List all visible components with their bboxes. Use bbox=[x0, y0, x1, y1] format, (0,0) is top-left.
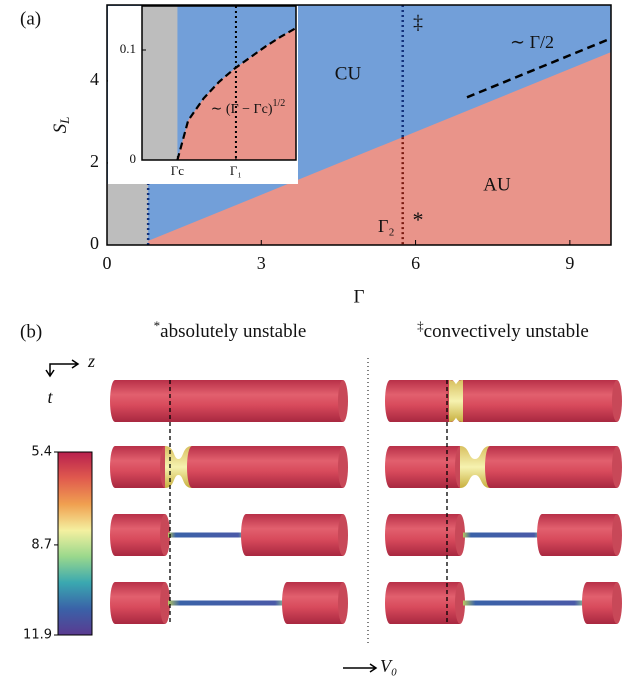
cylinder-cap bbox=[385, 582, 395, 624]
neck bbox=[165, 446, 192, 488]
region-label: CU bbox=[335, 63, 362, 84]
cylinder-cap bbox=[338, 582, 348, 624]
colorbar bbox=[57, 451, 93, 636]
axes-arrows bbox=[45, 359, 80, 378]
gamma2-label: Γ₂ bbox=[378, 216, 395, 236]
cylinder-cap bbox=[485, 446, 495, 488]
cylinder-cap bbox=[282, 582, 292, 624]
column-title: *absolutely unstable bbox=[154, 318, 307, 342]
cylinder bbox=[115, 380, 343, 422]
thread bbox=[168, 532, 246, 538]
thread bbox=[168, 600, 287, 606]
cylinder-cap bbox=[187, 446, 197, 488]
column-title-marker: ‡ bbox=[417, 318, 424, 333]
cylinder-cap bbox=[338, 380, 348, 422]
cylinder-cap bbox=[338, 514, 348, 556]
cylinder-cap bbox=[110, 380, 120, 422]
x-tick-label: 9 bbox=[565, 253, 574, 273]
cylinder bbox=[390, 582, 460, 624]
cylinder bbox=[460, 380, 617, 422]
cylinder-cap bbox=[110, 446, 120, 488]
inset-absolute bbox=[177, 28, 296, 160]
frame bbox=[106, 4, 612, 246]
cylinder-cap bbox=[612, 380, 622, 422]
column-title-marker: * bbox=[154, 318, 161, 333]
asymptote-label: ∼ Γ/2 bbox=[510, 32, 554, 52]
inset-y-tick-label: 0 bbox=[130, 151, 137, 166]
cylinder bbox=[246, 514, 343, 556]
cylinder bbox=[115, 582, 165, 624]
absolute-region bbox=[148, 52, 611, 245]
marker: ‡ bbox=[413, 12, 423, 34]
absolute-region-foot bbox=[148, 240, 155, 245]
neck bbox=[460, 446, 490, 488]
cylinder-cap bbox=[537, 514, 547, 556]
axis-t: t bbox=[47, 387, 53, 407]
cylinder-cap bbox=[160, 514, 170, 556]
cylinder-cap bbox=[582, 582, 592, 624]
y-axis-label: SL bbox=[50, 117, 72, 134]
marker: * bbox=[413, 207, 424, 232]
y-axis-label-main: S bbox=[50, 123, 71, 133]
cylinder bbox=[390, 380, 452, 422]
cylinder-cap bbox=[110, 582, 120, 624]
column-title-text: convectively unstable bbox=[424, 321, 589, 342]
cylinder-cap bbox=[110, 514, 120, 556]
axis-v: V₀ bbox=[380, 656, 397, 676]
cylinder bbox=[390, 514, 460, 556]
inset-curve bbox=[176, 27, 297, 161]
inset-x-tick-label: Γc bbox=[171, 163, 185, 178]
y-axis-label-sub: L bbox=[57, 117, 72, 125]
cylinder bbox=[542, 514, 617, 556]
inset-x-tick-label: Γ₁ bbox=[230, 163, 242, 178]
y-tick-label: 4 bbox=[90, 69, 99, 89]
thread bbox=[463, 532, 542, 538]
inset-frame bbox=[141, 5, 297, 161]
cylinder-cap bbox=[160, 582, 170, 624]
colorbar-tick-label: 8.7 bbox=[31, 537, 52, 552]
cylinder bbox=[287, 582, 343, 624]
cylinder bbox=[390, 446, 460, 488]
inset-annotation-sup: 1/2 bbox=[273, 98, 286, 109]
axis-z: z bbox=[87, 351, 95, 371]
x-tick-label: 6 bbox=[411, 253, 420, 273]
inset-y-tick-label: 0.1 bbox=[120, 41, 136, 56]
colorbar-tick-label: 5.4 bbox=[31, 445, 52, 460]
x-axis-label: Γ bbox=[354, 286, 365, 307]
cylinder bbox=[490, 446, 617, 488]
cylinder-cap bbox=[455, 582, 465, 624]
cylinder-cap bbox=[612, 582, 622, 624]
cylinder-cap bbox=[612, 514, 622, 556]
x-tick-label: 0 bbox=[103, 253, 112, 273]
colorbar-tick-label: 11.9 bbox=[23, 628, 52, 643]
cylinder bbox=[115, 446, 165, 488]
region-label: AU bbox=[483, 174, 511, 195]
cylinder-cap bbox=[241, 514, 251, 556]
cylinder bbox=[192, 446, 343, 488]
v-arrow bbox=[343, 663, 378, 673]
cylinder-cap bbox=[612, 446, 622, 488]
cylinder-cap bbox=[455, 514, 465, 556]
panel-label: (a) bbox=[20, 8, 41, 29]
inset-stable bbox=[142, 6, 178, 160]
cylinder bbox=[115, 514, 165, 556]
inset-annotation-main: ∼ (Γ − Γc) bbox=[211, 102, 273, 117]
stable-region bbox=[107, 183, 149, 245]
x-tick-label: 3 bbox=[257, 253, 266, 273]
column-title: ‡convectively unstable bbox=[417, 318, 589, 342]
y-tick-label: 2 bbox=[90, 151, 99, 171]
neck bbox=[449, 380, 463, 422]
cylinder-cap bbox=[385, 514, 395, 556]
cylinder-cap bbox=[385, 446, 395, 488]
panel-label: (b) bbox=[20, 321, 42, 342]
y-tick-label: 0 bbox=[90, 233, 99, 253]
column-title-text: absolutely unstable bbox=[160, 321, 306, 342]
cylinder-cap bbox=[385, 380, 395, 422]
thread bbox=[463, 600, 587, 606]
inset-annotation: ∼ (Γ − Γc)1/2 bbox=[211, 98, 286, 117]
cylinder-cap bbox=[338, 446, 348, 488]
